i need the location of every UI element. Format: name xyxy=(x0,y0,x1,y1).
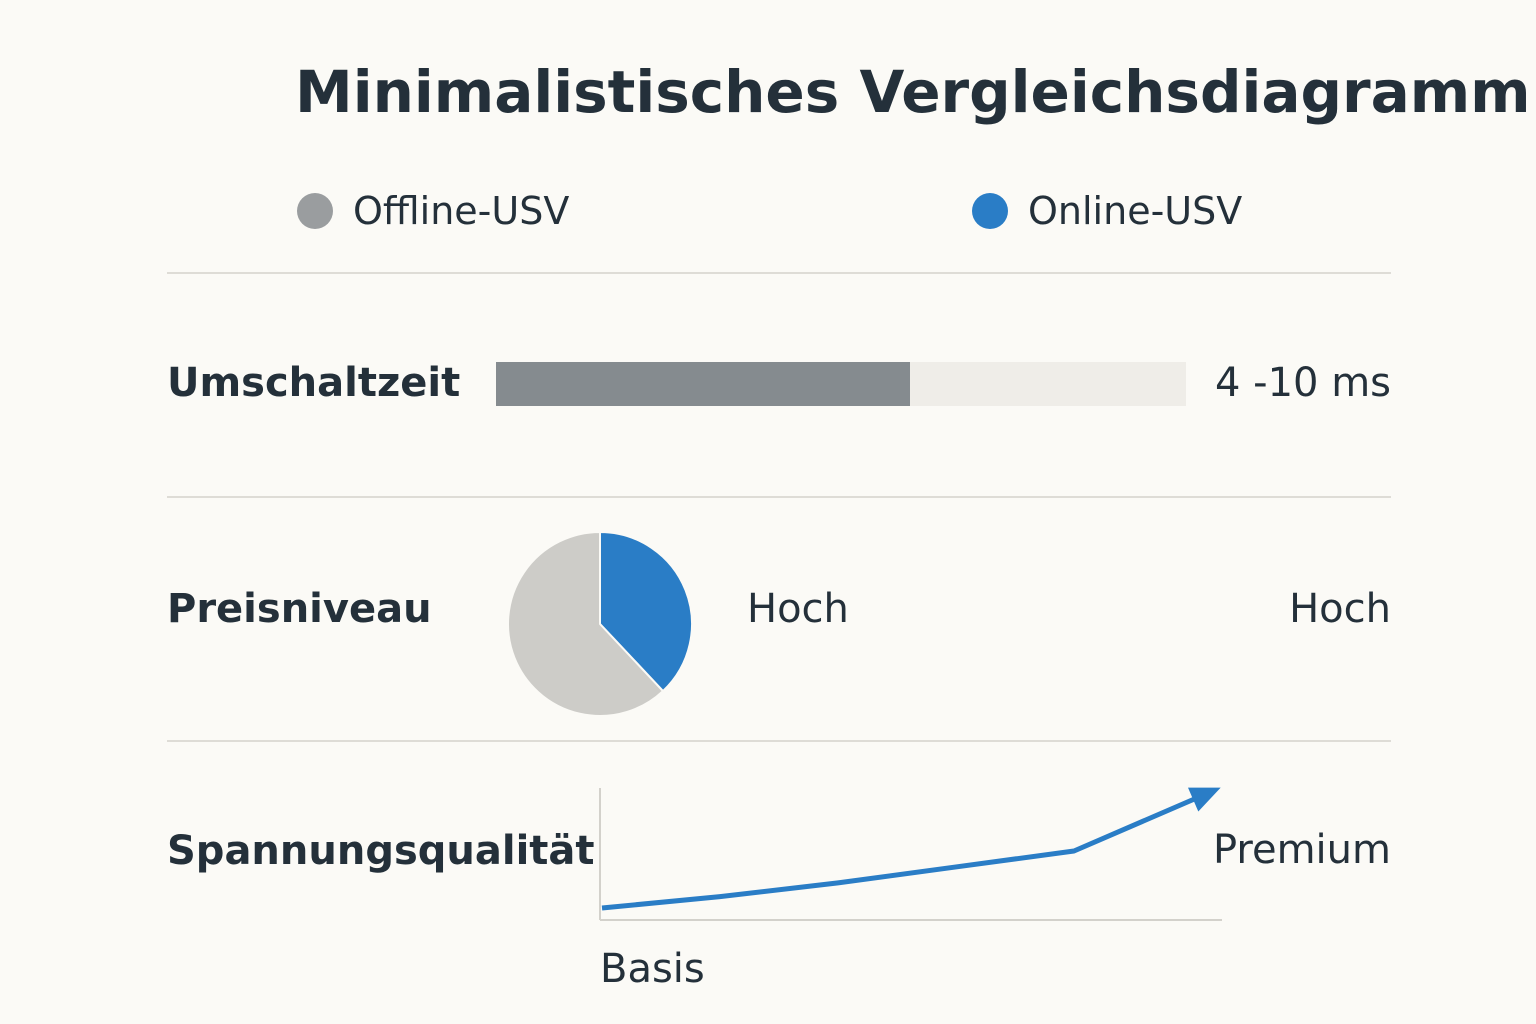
voltage-quality-arrow-icon xyxy=(1187,787,1221,812)
voltage-basis-label: Basis xyxy=(600,946,705,992)
voltage-premium-label: Premium xyxy=(1213,827,1391,873)
legend-label-offline: Offline-USV xyxy=(353,189,570,233)
divider-middle xyxy=(167,496,1391,498)
divider-bottom xyxy=(167,740,1391,742)
row-label-preisniveau: Preisniveau xyxy=(167,586,432,632)
price-online-value: Hoch xyxy=(1289,586,1391,632)
price-pie-chart xyxy=(507,530,693,717)
row-label-umschaltzeit: Umschaltzeit xyxy=(167,360,461,406)
switch-time-bar-track xyxy=(496,362,1186,406)
page-title: Minimalistisches Vergleichsdiagramm xyxy=(295,58,1531,126)
pie-slice-online xyxy=(599,530,693,693)
price-offline-value: Hoch xyxy=(747,586,849,632)
switch-time-value: 4 -10 ms xyxy=(1214,360,1391,406)
legend-label-online: Online-USV xyxy=(1028,189,1243,233)
voltage-quality-line xyxy=(601,791,1207,911)
pie-slice-offline xyxy=(507,530,665,717)
voltage-quality-line-chart xyxy=(599,787,1222,921)
legend-dot-offline-icon xyxy=(297,193,333,229)
switch-time-bar-fill xyxy=(496,362,910,406)
divider-top xyxy=(167,272,1391,274)
row-label-spannungsqualitaet: Spannungsqualität xyxy=(167,828,595,874)
legend-item-offline: Offline-USV xyxy=(297,189,570,233)
legend-dot-online-icon xyxy=(972,193,1008,229)
legend-item-online: Online-USV xyxy=(972,189,1243,233)
